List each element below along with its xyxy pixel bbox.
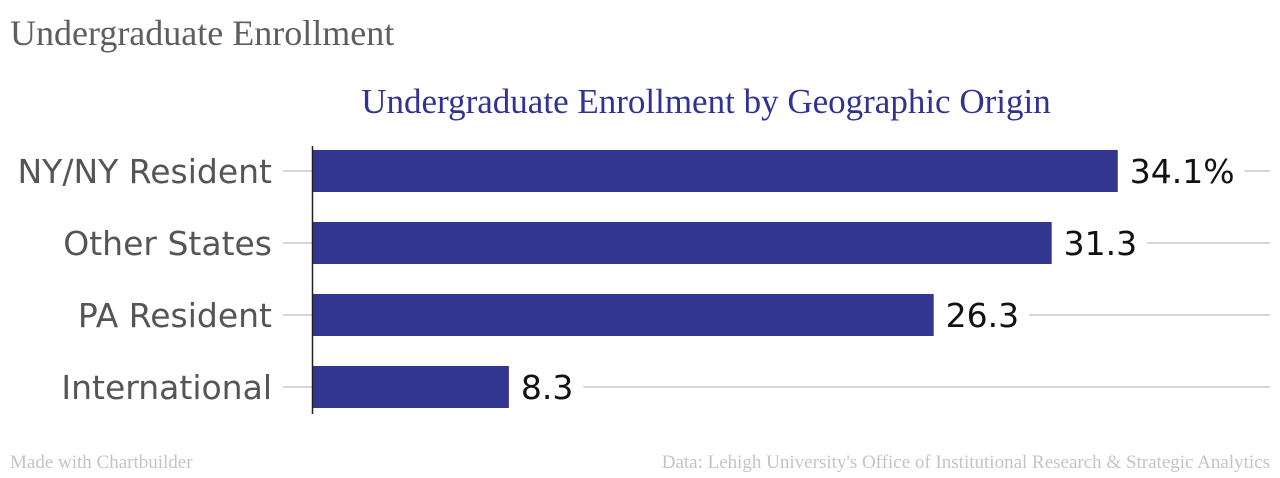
data-label: 26.3 xyxy=(946,296,1019,335)
category-label: International xyxy=(61,368,272,407)
bar xyxy=(313,366,509,408)
data-label: 8.3 xyxy=(521,368,573,407)
chart-title: Undergraduate Enrollment by Geographic O… xyxy=(361,82,1050,121)
bar xyxy=(313,294,934,336)
data-label: 31.3 xyxy=(1064,224,1137,263)
category-label: PA Resident xyxy=(78,296,272,335)
bar xyxy=(313,150,1118,192)
category-label: Other States xyxy=(63,224,272,263)
page-title: Undergraduate Enrollment xyxy=(10,13,395,53)
bars: NY/NY Resident 34.1% Other States 31.3 PA Re… xyxy=(17,150,1235,408)
footer-credit: Made with Chartbuilder xyxy=(10,452,193,473)
data-label: 34.1% xyxy=(1130,152,1235,191)
category-label: NY/NY Resident xyxy=(17,152,272,191)
bar-chart: Undergraduate Enrollment by Geographic O… xyxy=(17,82,1270,414)
gridlines xyxy=(283,170,1270,388)
footer-source: Data: Lehigh University's Office of Inst… xyxy=(661,452,1270,473)
bar xyxy=(313,222,1052,264)
